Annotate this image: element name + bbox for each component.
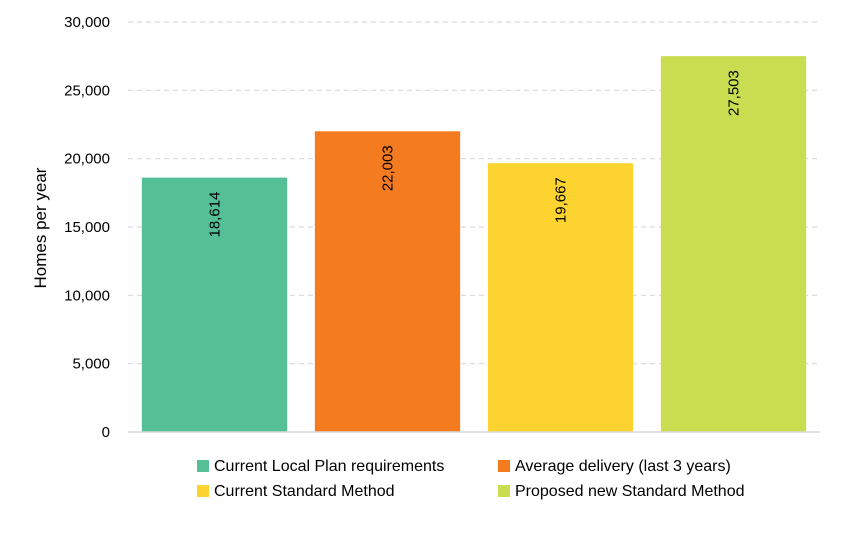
legend-label: Proposed new Standard Method [515, 483, 744, 500]
y-tick-label: 0 [102, 424, 110, 441]
data-label: 22,003 [380, 145, 397, 191]
y-tick-label: 25,000 [64, 82, 110, 99]
legend-label: Average delivery (last 3 years) [515, 458, 731, 475]
legend-label: Current Local Plan requirements [214, 458, 444, 475]
bar [660, 56, 807, 432]
data-label: 18,614 [207, 192, 224, 238]
y-axis-ticks: 0 5,000 10,000 15,000 20,000 25,000 30,000 [64, 14, 110, 441]
legend-swatch [498, 485, 510, 497]
y-tick-label: 15,000 [64, 219, 110, 236]
legend: Current Local Plan requirements Average d… [197, 458, 744, 500]
bars: 18,614 22,003 19,667 27,503 [141, 56, 807, 433]
data-label: 19,667 [553, 177, 570, 223]
y-tick-label: 20,000 [64, 151, 110, 168]
bar [487, 163, 634, 433]
legend-label: Current Standard Method [214, 483, 395, 500]
y-tick-label: 10,000 [64, 287, 110, 304]
y-axis-title: Homes per year [31, 167, 50, 288]
y-tick-label: 30,000 [64, 14, 110, 31]
legend-swatch [498, 460, 510, 472]
legend-swatch [197, 485, 209, 497]
y-tick-label: 5,000 [72, 356, 110, 373]
bar [314, 131, 461, 432]
legend-swatch [197, 460, 209, 472]
data-label: 27,503 [726, 70, 743, 116]
bar [141, 177, 288, 432]
